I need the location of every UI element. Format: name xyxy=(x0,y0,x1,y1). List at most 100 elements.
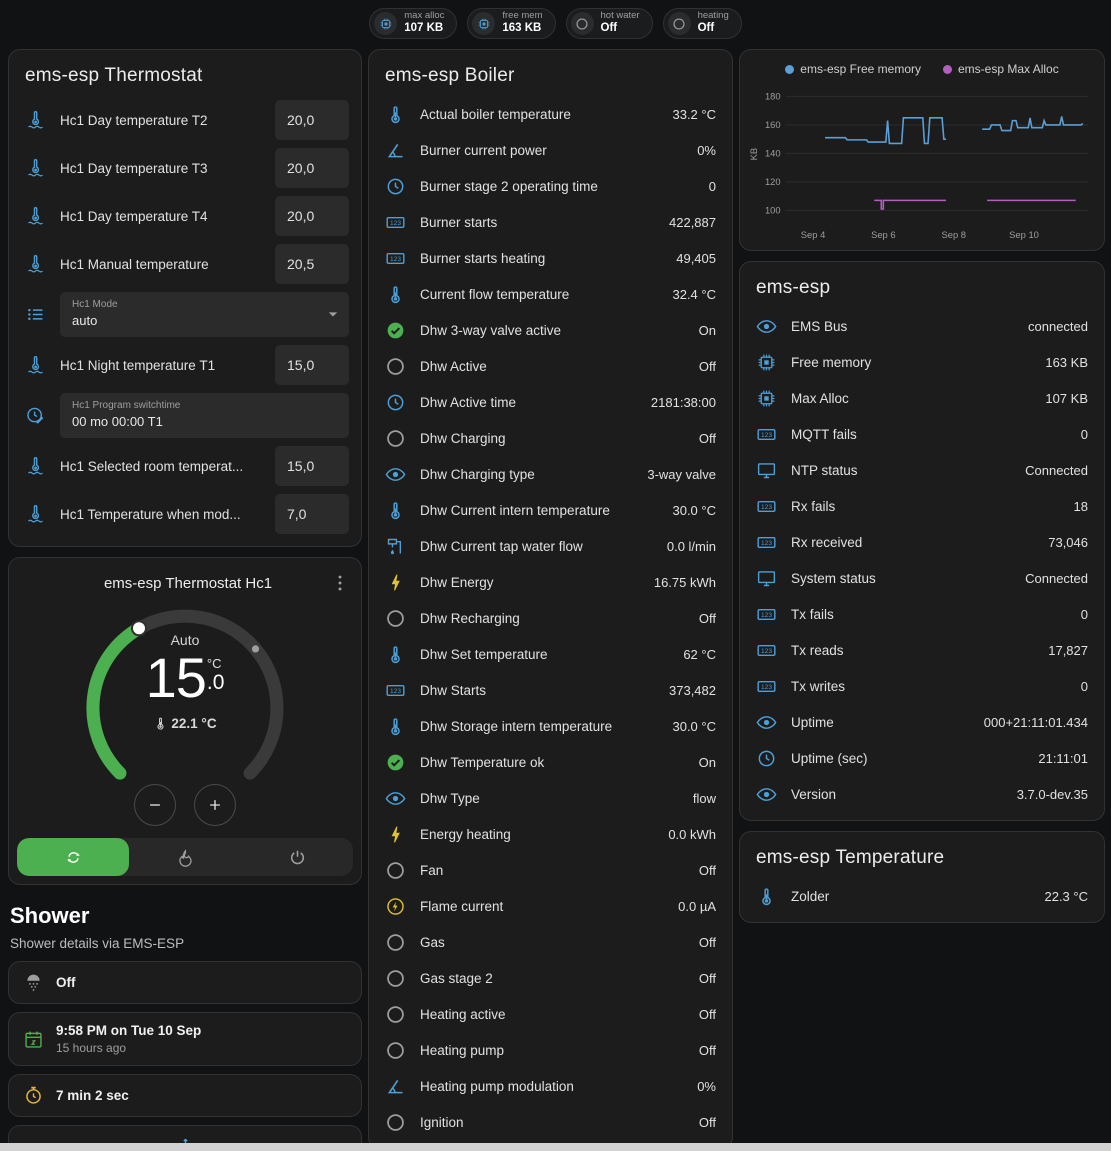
entity-row[interactable]: Dhw 3-way valve active On xyxy=(369,312,732,348)
entity-row[interactable]: Current flow temperature 32.4 °C xyxy=(369,276,732,312)
svg-text:120: 120 xyxy=(765,176,781,187)
entity-value: 16.75 kWh xyxy=(654,575,716,590)
temp-decrease-button[interactable] xyxy=(134,784,176,826)
circle-icon xyxy=(385,968,406,989)
entity-row[interactable]: Dhw Current intern temperature 30.0 °C xyxy=(369,492,732,528)
entity-row[interactable]: Fan Off xyxy=(369,852,732,888)
circle-icon xyxy=(385,932,406,953)
entity-value: 373,482 xyxy=(669,683,716,698)
circle-icon xyxy=(385,1112,406,1133)
entity-row[interactable]: Dhw Current tap water flow 0.0 l/min xyxy=(369,528,732,564)
entity-value: 22.3 °C xyxy=(1044,889,1088,904)
entity-label: Version xyxy=(791,787,1003,802)
entity-row[interactable]: Dhw Charging Off xyxy=(369,420,732,456)
entity-row[interactable]: EMS Bus connected xyxy=(740,308,1104,344)
entity-row[interactable]: Dhw Starts 373,482 xyxy=(369,672,732,708)
entity-row[interactable]: Dhw Set temperature 62 °C xyxy=(369,636,732,672)
entity-row[interactable]: Heating active Off xyxy=(369,996,732,1032)
shower-state-value: Off xyxy=(56,975,76,990)
thermo-icon xyxy=(385,716,406,737)
entity-row[interactable]: Version 3.7.0-dev.35 xyxy=(740,776,1104,812)
entity-row[interactable]: Zolder 22.3 °C xyxy=(740,878,1104,914)
entity-row[interactable]: Uptime (sec) 21:11:01 xyxy=(740,740,1104,776)
entity-row[interactable]: Burner starts heating 49,405 xyxy=(369,240,732,276)
entity-label: Tx reads xyxy=(791,643,1034,658)
dots-vertical-icon[interactable] xyxy=(329,572,351,594)
mode-select[interactable]: Hc1 Mode auto xyxy=(60,292,349,337)
entity-row[interactable]: NTP status Connected xyxy=(740,452,1104,488)
entity-row[interactable]: Burner stage 2 operating time 0 xyxy=(369,168,732,204)
entity-row[interactable]: Dhw Recharging Off xyxy=(369,600,732,636)
number-input[interactable]: 20,5 xyxy=(275,244,349,284)
entity-row[interactable]: Dhw Charging type 3-way valve xyxy=(369,456,732,492)
entity-row[interactable]: Burner current power 0% xyxy=(369,132,732,168)
entity-row[interactable]: Dhw Type flow xyxy=(369,780,732,816)
shower-last-time-card[interactable]: 9:58 PM on Tue 10 Sep 15 hours ago xyxy=(8,1012,362,1066)
legend-item[interactable]: ems-esp Max Alloc xyxy=(943,62,1059,76)
entity-row[interactable]: MQTT fails 0 xyxy=(740,416,1104,452)
entity-row[interactable]: Uptime 000+21:11:01.434 xyxy=(740,704,1104,740)
counter-icon xyxy=(756,424,777,445)
entity-label: Heating pump xyxy=(420,1043,685,1058)
entity-row[interactable]: Actual boiler temperature 33.2 °C xyxy=(369,96,732,132)
number-input[interactable]: 15,0 xyxy=(275,345,349,385)
number-input[interactable]: 7,0 xyxy=(275,494,349,534)
entity-label: Dhw Set temperature xyxy=(420,647,669,662)
shower-duration-card[interactable]: 7 min 2 sec xyxy=(8,1074,362,1117)
status-chip[interactable]: heating Off xyxy=(663,8,742,39)
entity-row[interactable]: Dhw Active time 2181:38:00 xyxy=(369,384,732,420)
entity-row[interactable]: Dhw Energy 16.75 kWh xyxy=(369,564,732,600)
status-chip[interactable]: max alloc 107 KB xyxy=(369,8,457,39)
number-input[interactable]: 20,0 xyxy=(275,100,349,140)
entity-label: Burner starts heating xyxy=(420,251,662,266)
number-entity-row: Hc1 Manual temperature 20,5 xyxy=(9,240,361,288)
monitor-icon xyxy=(756,568,777,589)
status-chip[interactable]: free mem 163 KB xyxy=(467,8,555,39)
entity-value: 49,405 xyxy=(676,251,716,266)
thermo-icon xyxy=(385,104,406,125)
entity-label: Burner stage 2 operating time xyxy=(420,179,695,194)
circle-icon xyxy=(385,608,406,629)
number-entity-row: Hc1 Night temperature T1 15,0 xyxy=(9,341,361,389)
chip-icon-wrap xyxy=(374,12,397,35)
status-chip[interactable]: hot water Off xyxy=(566,8,653,39)
number-input[interactable]: 15,0 xyxy=(275,446,349,486)
entity-row[interactable]: Heating pump Off xyxy=(369,1032,732,1068)
number-input[interactable]: 20,0 xyxy=(275,148,349,188)
entity-row[interactable]: Ignition Off xyxy=(369,1104,732,1140)
entity-row[interactable]: Tx writes 0 xyxy=(740,668,1104,704)
entity-row[interactable]: Max Alloc 107 KB xyxy=(740,380,1104,416)
entity-row[interactable]: Burner starts 422,887 xyxy=(369,204,732,240)
entity-row[interactable]: Energy heating 0.0 kWh xyxy=(369,816,732,852)
mode-auto-button[interactable] xyxy=(17,838,129,876)
entity-row[interactable]: Gas stage 2 Off xyxy=(369,960,732,996)
chip-label: heating xyxy=(698,11,729,22)
entity-label: Dhw Storage intern temperature xyxy=(420,719,658,734)
entity-row[interactable]: Tx fails 0 xyxy=(740,596,1104,632)
entity-row[interactable]: Gas Off xyxy=(369,924,732,960)
entity-row[interactable]: Dhw Storage intern temperature 30.0 °C xyxy=(369,708,732,744)
plus-icon xyxy=(206,796,224,814)
shower-state-card[interactable]: Off xyxy=(8,961,362,1004)
temp-increase-button[interactable] xyxy=(194,784,236,826)
entity-row[interactable]: Dhw Temperature ok On xyxy=(369,744,732,780)
horizontal-scrollbar[interactable] xyxy=(0,1143,1111,1151)
entity-row[interactable]: System status Connected xyxy=(740,560,1104,596)
mode-off-button[interactable] xyxy=(241,838,353,876)
thermo-water-icon xyxy=(25,504,46,525)
entity-row[interactable]: Tx reads 17,827 xyxy=(740,632,1104,668)
entity-row[interactable]: Flame current 0.0 µA xyxy=(369,888,732,924)
entity-row[interactable]: Rx fails 18 xyxy=(740,488,1104,524)
entity-row[interactable]: Rx received 73,046 xyxy=(740,524,1104,560)
program-switchtime-input[interactable]: Hc1 Program switchtime 00 mo 00:00 T1 xyxy=(60,393,349,438)
entity-label: Burner starts xyxy=(420,215,655,230)
number-input[interactable]: 20,0 xyxy=(275,196,349,236)
mode-heat-button[interactable] xyxy=(129,838,241,876)
entity-row[interactable]: Dhw Active Off xyxy=(369,348,732,384)
number-entity-row: Hc1 Temperature when mod... 7,0 xyxy=(9,490,361,538)
entity-row[interactable]: Heating pump modulation 0% xyxy=(369,1068,732,1104)
legend-item[interactable]: ems-esp Free memory xyxy=(785,62,921,76)
entity-row[interactable]: Free memory 163 KB xyxy=(740,344,1104,380)
entity-value: 17,827 xyxy=(1048,643,1088,658)
ha-dashboard: { "colors": {"accent_blue": "#4d9fd6", "… xyxy=(0,0,1111,1151)
